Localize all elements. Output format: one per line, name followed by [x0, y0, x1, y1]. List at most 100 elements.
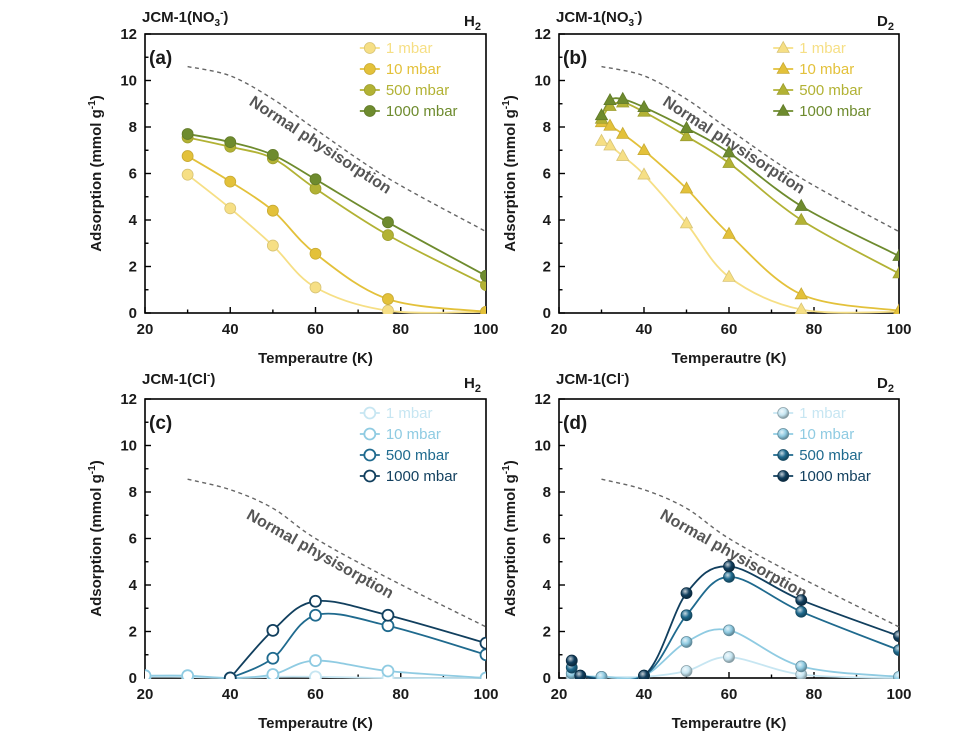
legend-label: 1000 mbar [386, 103, 458, 120]
legend-label: 10 mbar [799, 426, 854, 443]
data-point [722, 226, 736, 239]
x-tick-label: 40 [636, 686, 653, 703]
series-layer [181, 128, 486, 314]
y-tick-label: 8 [543, 484, 551, 501]
data-point [794, 198, 808, 211]
legend-label: 500 mbar [386, 447, 449, 464]
series-line [600, 101, 899, 275]
data-point [266, 204, 279, 217]
data-point [363, 406, 377, 420]
legend-label: 10 mbar [386, 61, 441, 78]
chart-panel-c: 20 40 60 80 100 0 2 4 6 8 10 12 Temperautre (K) Adsor… [87, 370, 499, 732]
data-point [680, 587, 693, 600]
data-point [181, 168, 194, 181]
data-point [181, 150, 194, 162]
data-point [679, 128, 694, 142]
data-point [893, 303, 899, 314]
data-point [266, 239, 279, 252]
y-tick-label: 4 [543, 577, 552, 594]
legend-label: 10 mbar [799, 61, 854, 78]
data-point [637, 167, 651, 180]
data-point [574, 669, 587, 679]
y-axis-label: Adsorption (mmol g-1) [501, 95, 519, 251]
x-tick-label: 100 [473, 686, 498, 703]
x-tick-label: 40 [636, 321, 653, 338]
legend-label: 1 mbar [799, 405, 846, 422]
data-point [893, 630, 899, 643]
data-point [381, 664, 395, 678]
data-point [266, 623, 280, 637]
data-point [479, 636, 486, 650]
data-point [363, 469, 377, 483]
series-layer [145, 594, 486, 679]
x-tick-label: 60 [721, 321, 738, 338]
data-point [795, 594, 808, 607]
series-line [187, 173, 486, 314]
data-point [224, 136, 237, 149]
data-point [637, 142, 651, 156]
data-point [777, 449, 790, 461]
y-tick-label: 8 [129, 484, 137, 501]
data-point [595, 670, 608, 679]
data-point [776, 103, 790, 116]
data-point [603, 138, 617, 151]
y-tick-label: 0 [543, 305, 551, 322]
data-point [794, 302, 808, 314]
panel-title: JCM-1(NO3-) [142, 8, 228, 29]
y-tick-label: 10 [534, 73, 551, 90]
data-point [479, 648, 486, 662]
y-tick-label: 6 [543, 166, 551, 183]
data-point [382, 304, 394, 314]
y-tick-label: 12 [120, 26, 137, 43]
x-tick-label: 40 [222, 686, 239, 703]
y-tick-label: 8 [129, 119, 137, 136]
data-point [266, 651, 280, 665]
gas-label: D2 [877, 13, 894, 33]
y-tick-label: 10 [534, 438, 551, 455]
legend-label: 1 mbar [799, 40, 846, 57]
series-line [229, 612, 486, 679]
data-point [776, 82, 790, 95]
chart-panel-a: 20 40 60 80 100 0 2 4 6 8 10 12 Temperautre (K) Adsor… [87, 8, 499, 367]
data-point [722, 269, 736, 282]
panel-label: (c) [149, 413, 172, 434]
series-layer [594, 91, 899, 314]
data-point [181, 669, 195, 679]
series-layer [565, 560, 899, 679]
panel-label: (a) [149, 48, 172, 69]
data-point [382, 216, 394, 229]
data-point [893, 644, 899, 656]
data-point [309, 247, 322, 260]
x-axis-label: Temperautre (K) [258, 715, 373, 732]
data-point [363, 448, 377, 462]
x-tick-label: 100 [886, 686, 911, 703]
x-axis-label: Temperautre (K) [672, 350, 787, 367]
y-tick-label: 6 [129, 531, 137, 548]
legend-label: 1000 mbar [799, 468, 871, 485]
annotation-label: Normal physisorption [657, 507, 810, 603]
data-point [638, 669, 650, 679]
series-line [601, 140, 899, 314]
data-point [723, 624, 735, 637]
y-tick-label: 0 [129, 670, 137, 687]
legend-label: 1000 mbar [799, 103, 871, 120]
data-point [776, 40, 790, 53]
x-tick-label: 20 [551, 686, 568, 703]
panel-title: JCM-1(Cl-) [142, 370, 215, 388]
y-tick-label: 10 [120, 438, 137, 455]
physisorption-reference-curve [601, 478, 900, 628]
y-tick-label: 0 [129, 305, 137, 322]
y-tick-label: 12 [120, 391, 137, 408]
x-axis-label: Temperautre (K) [672, 715, 787, 732]
data-point [594, 133, 609, 146]
series-line [570, 565, 899, 679]
data-point [893, 670, 899, 679]
data-point [480, 269, 486, 282]
y-tick-label: 12 [534, 26, 551, 43]
x-tick-label: 100 [473, 321, 498, 338]
y-tick-label: 4 [129, 577, 138, 594]
x-tick-label: 60 [307, 686, 324, 703]
legend-label: 1000 mbar [386, 468, 458, 485]
data-point [363, 84, 376, 96]
